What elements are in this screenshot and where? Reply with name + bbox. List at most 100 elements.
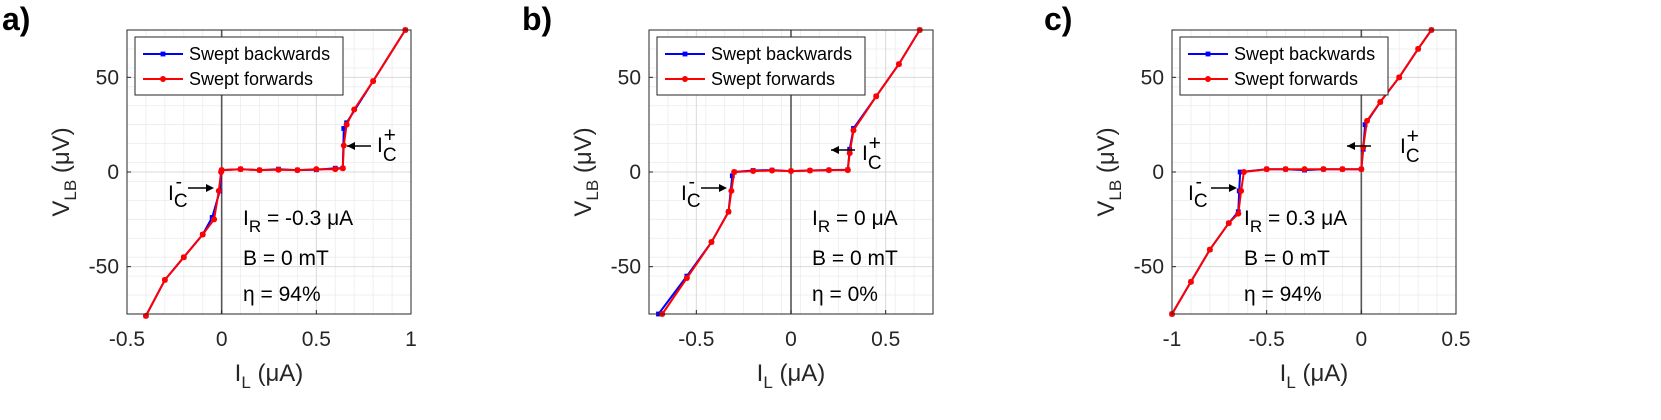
eta-label: η = 94%	[243, 283, 321, 306]
eta-label: η = 94%	[1244, 283, 1322, 306]
legend-marker	[1205, 51, 1211, 57]
data-point-forwards	[750, 168, 757, 175]
data-point-forwards	[895, 61, 902, 68]
y-axis-label-unit: (μV)	[570, 127, 597, 180]
data-point-forwards	[731, 169, 738, 175]
ir-sub: R	[818, 217, 830, 236]
legend-box	[134, 36, 344, 96]
data-point-forwards	[340, 142, 347, 149]
y-axis-label-main: V	[1093, 201, 1120, 217]
ir-sub: R	[249, 217, 261, 236]
ic-plus-main: I	[377, 134, 383, 157]
x-axis-label-sub: L	[1286, 373, 1295, 392]
data-point-forwards	[1282, 166, 1289, 173]
y-tick-label: -50	[611, 256, 641, 279]
y-axis-label: VLB (μV)	[1093, 127, 1125, 216]
ic-minus-main: I	[1188, 182, 1194, 205]
b-field-label: B = 0 mT	[1244, 247, 1330, 270]
ic-minus-sup: -	[176, 172, 182, 193]
ic-plus-sup: +	[384, 124, 396, 147]
legend-entry: Swept backwards	[189, 44, 330, 64]
y-axis-label-sub: LB	[583, 180, 602, 201]
ic-minus-arrowhead	[1229, 184, 1237, 192]
data-point-forwards	[1301, 166, 1308, 173]
x-tick-label: -0.5	[1249, 328, 1285, 351]
ic-plus-arrowhead	[831, 146, 839, 154]
x-tick-label: -0.5	[678, 328, 714, 351]
ic-minus-arrowhead	[719, 184, 727, 192]
ic-plus-label: IC+	[377, 124, 397, 166]
data-point-backwards	[1237, 169, 1243, 175]
x-axis-label-sub: L	[763, 373, 772, 392]
legend-marker	[160, 51, 166, 57]
x-tick-label: 0	[1355, 328, 1367, 351]
ic-plus-sup: +	[869, 132, 881, 155]
legend-entry: Swept forwards	[1234, 69, 1358, 89]
ic-minus-label: IC-	[681, 172, 701, 212]
data-point-forwards	[275, 166, 282, 173]
data-point-forwards	[215, 187, 222, 194]
series-line-forwards	[145, 29, 407, 317]
data-point-forwards	[728, 187, 735, 194]
ic-plus-sup: +	[1407, 125, 1419, 148]
x-axis-label-main: I	[1280, 360, 1287, 387]
data-point-forwards	[1263, 166, 1270, 173]
y-axis-label-unit: (μV)	[1093, 127, 1120, 180]
x-tick-label: 0.5	[871, 328, 900, 351]
y-tick-label: 0	[107, 161, 119, 184]
ir-label: IR = -0.3 μA	[243, 207, 353, 236]
x-axis-label-unit: (μA)	[773, 360, 826, 387]
legend-box	[1179, 36, 1389, 96]
x-tick-label: 0	[216, 328, 228, 351]
data-point-forwards	[339, 165, 346, 172]
data-point-forwards	[1415, 45, 1422, 52]
data-point-forwards	[256, 167, 263, 174]
data-point-forwards	[788, 168, 794, 175]
ir-value: = -0.3 μA	[261, 207, 353, 230]
ic-plus-main: I	[862, 142, 868, 165]
x-tick-label: -0.5	[109, 328, 145, 351]
data-point-forwards	[769, 167, 776, 174]
y-axis-label: VLB (μV)	[570, 127, 602, 216]
ir-value: = 0.3 μA	[1262, 207, 1347, 230]
data-point-forwards	[1238, 187, 1245, 194]
panel-label: b)	[522, 1, 552, 37]
x-tick-label: 1	[405, 328, 417, 351]
b-field-label: B = 0 mT	[243, 247, 329, 270]
ir-main: I	[243, 207, 249, 230]
ic-plus-arrowhead	[347, 142, 355, 150]
x-axis-label-sub: L	[241, 373, 250, 392]
panel-label: c)	[1044, 1, 1072, 37]
x-tick-label: 0.5	[1441, 328, 1470, 351]
ic-plus-sub: C	[383, 145, 397, 166]
ic-minus-main: I	[168, 182, 174, 205]
data-point-backwards	[341, 126, 347, 131]
data-point-forwards	[1206, 246, 1213, 253]
data-point-forwards	[844, 167, 851, 174]
data-point-forwards	[343, 121, 350, 128]
ic-minus-sub: C	[1194, 191, 1208, 212]
ir-main: I	[1244, 207, 1250, 230]
ic-minus-label: IC-	[1188, 172, 1208, 212]
data-point-forwards	[825, 167, 832, 174]
ic-plus-label: IC+	[862, 132, 882, 174]
data-point-forwards	[218, 167, 225, 174]
y-axis-label-sub: LB	[1106, 180, 1125, 201]
ic-plus-sub: C	[868, 153, 882, 174]
data-point-forwards	[1358, 166, 1365, 173]
ic-minus-sub: C	[174, 191, 188, 212]
legend-box	[656, 36, 866, 96]
ic-plus-arrowhead	[1347, 142, 1355, 150]
ir-sub: R	[1250, 217, 1262, 236]
x-axis-label-main: I	[235, 360, 242, 387]
data-point-forwards	[1187, 278, 1194, 285]
data-point-forwards	[1235, 210, 1242, 217]
legend-marker	[160, 76, 166, 82]
legend-entry: Swept forwards	[711, 69, 835, 89]
y-axis-label-unit: (μV)	[48, 127, 75, 180]
data-point-forwards	[850, 127, 857, 134]
legend-marker	[682, 76, 688, 82]
y-tick-label: 50	[1141, 66, 1164, 89]
